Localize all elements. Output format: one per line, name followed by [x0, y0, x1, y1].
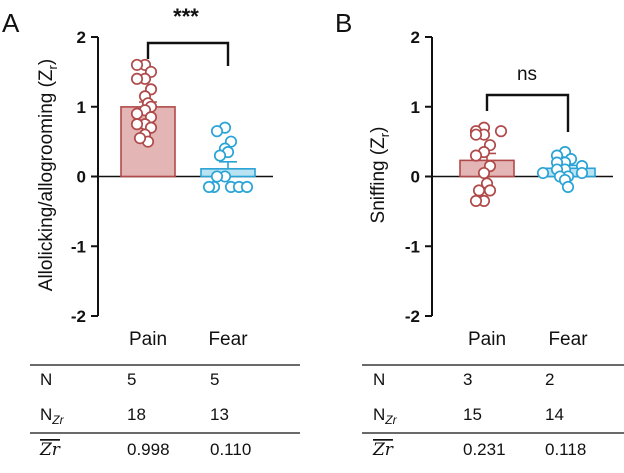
table-a-row1-pain: 5: [127, 370, 136, 389]
table-a-row3-label: Zr: [39, 440, 61, 460]
y-tick-label-b: 0: [411, 168, 420, 187]
x-category-label-pain-a: Pain: [129, 329, 167, 350]
x-category-label-pain-b: Pain: [468, 329, 506, 350]
significance-bracket-a: [146, 41, 230, 66]
data-point-pain-a: [130, 72, 144, 85]
panel-letter-b: B: [335, 8, 352, 38]
data-point-pain-b: [469, 149, 483, 162]
data-point-pain-b: [469, 128, 483, 141]
significance-label-b: ns: [517, 64, 537, 85]
data-point-pain-a: [130, 58, 144, 71]
table-b-row2-pain: 15: [463, 405, 482, 424]
data-point-fear-b: [575, 166, 589, 180]
stats-table-a: N 5 5 NZr 18 13 Zr 0.998 0.110: [39, 370, 251, 460]
data-point-pain-b: [472, 184, 486, 197]
y-axis-label-a: Allolicking/allogrooming (Zr): [36, 59, 60, 291]
data-point-fear-a: [213, 149, 227, 162]
data-point-fear-a: [210, 170, 224, 183]
significance-bracket-b: [485, 93, 570, 132]
data-point-pain-b: [494, 125, 508, 138]
y-tick-label-a: 2: [77, 28, 86, 47]
x-category-label-fear-a: Fear: [208, 329, 248, 350]
data-point-pain-a: [130, 118, 144, 131]
table-a-row2-fear: 13: [210, 405, 229, 424]
table-b-row1-label: N: [373, 370, 385, 389]
table-a-row3-fear: 0.110: [210, 440, 251, 459]
y-axis-label-b: Sniffing (Zr): [368, 127, 392, 224]
data-point-pain-b: [483, 184, 497, 197]
data-point-fear-a: [202, 180, 216, 194]
x-category-label-fear-b: Fear: [548, 329, 588, 350]
table-a-row1-label: N: [40, 370, 52, 389]
table-a-row3-pain: 0.998: [127, 440, 170, 459]
table-b-row2-fear: 14: [545, 405, 564, 424]
data-point-fear-b: [536, 166, 550, 180]
data-point-pain-b: [477, 166, 491, 180]
table-b-row3-pain: 0.231: [463, 440, 506, 459]
y-tick-label-a: -2: [71, 307, 86, 326]
table-a-row1-fear: 5: [210, 370, 219, 389]
y-tick-label-a: -1: [71, 237, 86, 256]
data-point-pain-a: [133, 132, 147, 145]
significance-label-a: ***: [173, 4, 199, 29]
data-point-fear-a: [210, 125, 224, 138]
stats-table-b: N 3 2 NZr 15 14 Zr 0.231 0.118: [372, 370, 586, 460]
data-point-pain-b: [469, 194, 483, 207]
table-b-row3-fear: 0.118: [545, 440, 586, 459]
panel-letter-a: A: [2, 8, 20, 38]
data-point-fear-a: [240, 180, 254, 194]
table-b-row2-label: NZr: [373, 405, 398, 427]
y-tick-label-b: -1: [405, 237, 420, 256]
y-tick-label-a: 0: [77, 168, 86, 187]
data-point-fear-b: [561, 180, 575, 194]
y-tick-label-b: 2: [411, 28, 420, 47]
table-a-row2-label: NZr: [40, 405, 65, 427]
table-a-row2-pain: 18: [127, 405, 146, 424]
y-tick-label-b: 1: [411, 98, 420, 117]
y-tick-label-a: 1: [77, 98, 86, 117]
data-point-pain-a: [130, 107, 144, 120]
table-b-row1-fear: 2: [545, 370, 554, 389]
table-b-row1-pain: 3: [463, 370, 472, 389]
y-tick-label-b: -2: [405, 307, 420, 326]
table-b-row3-label: Zr: [372, 440, 394, 460]
